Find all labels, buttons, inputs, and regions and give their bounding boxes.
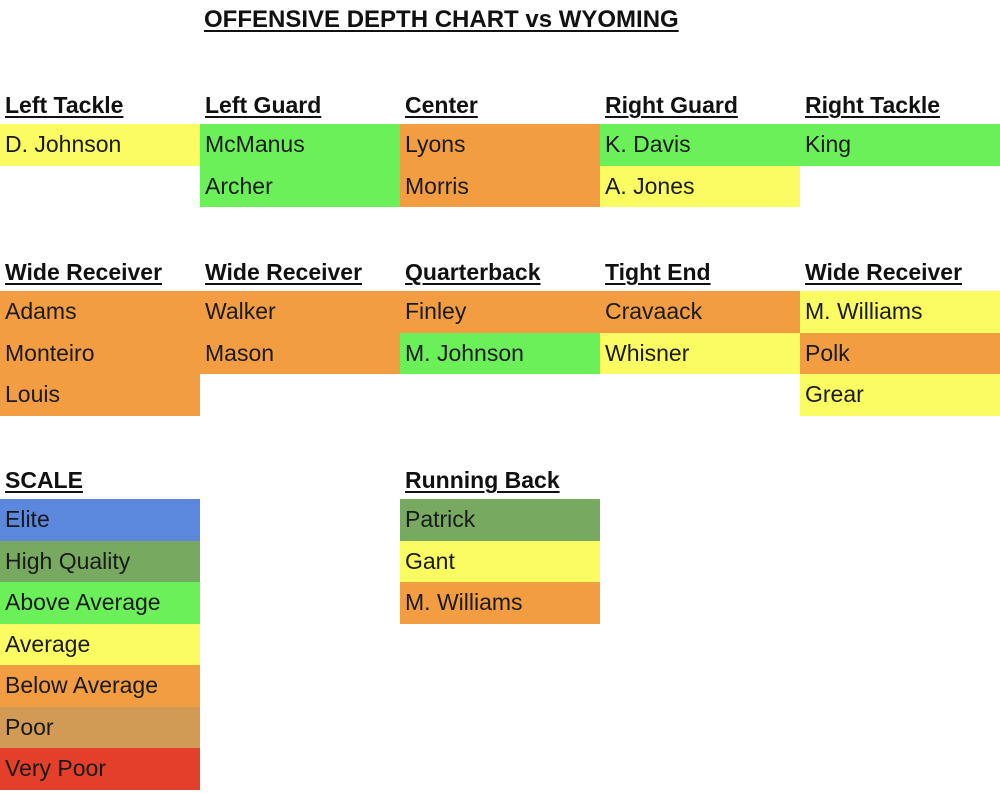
player-cell: Lyons [400, 124, 600, 166]
player-cell: M. Johnson [400, 332, 600, 374]
column-running-back: Running Back Patrick Gant M. Williams [400, 461, 600, 624]
player-cell: A. Jones [600, 165, 800, 207]
player-cell: King [800, 124, 1000, 166]
page-title: OFFENSIVE DEPTH CHART vs WYOMING [204, 6, 679, 33]
position-heading: Wide Receiver [805, 259, 963, 285]
player-cell: Mason [200, 332, 400, 374]
player-cell: Walker [200, 291, 400, 333]
scale-level: High Quality [0, 540, 200, 582]
position-heading: Left Guard [205, 92, 322, 118]
position-heading: Right Guard [605, 92, 738, 118]
scale-level: Above Average [0, 582, 200, 624]
player-cell: Cravaack [600, 291, 800, 333]
player-cell: D. Johnson [0, 124, 200, 166]
player-cell: Grear [800, 374, 1000, 416]
column-tight-end: Tight End Cravaack Whisner [600, 253, 800, 374]
position-heading: Tight End [605, 259, 711, 285]
column-wide-receiver-3: Wide Receiver M. Williams Polk Grear [800, 253, 1000, 416]
position-heading: Right Tackle [805, 92, 941, 118]
scale-level: Below Average [0, 665, 200, 707]
column-center: Center Lyons Morris [400, 86, 600, 207]
player-cell: M. Williams [400, 582, 600, 624]
player-cell: Patrick [400, 499, 600, 541]
position-heading: Quarterback [405, 259, 541, 285]
scale-heading: SCALE [5, 467, 83, 493]
column-right-guard: Right Guard K. Davis A. Jones [600, 86, 800, 207]
player-cell: Polk [800, 332, 1000, 374]
scale-level: Elite [0, 499, 200, 541]
player-cell: Archer [200, 165, 400, 207]
column-wide-receiver-2: Wide Receiver Walker Mason [200, 253, 400, 374]
position-heading: Wide Receiver [5, 259, 163, 285]
scale-level: Very Poor [0, 748, 200, 790]
player-cell: K. Davis [600, 124, 800, 166]
player-cell: Monteiro [0, 332, 200, 374]
column-quarterback: Quarterback Finley M. Johnson [400, 253, 600, 374]
column-right-tackle: Right Tackle King [800, 86, 1000, 166]
column-left-tackle: Left Tackle D. Johnson [0, 86, 200, 166]
player-cell: McManus [200, 124, 400, 166]
scale-level: Average [0, 623, 200, 665]
player-cell: M. Williams [800, 291, 1000, 333]
player-cell: Finley [400, 291, 600, 333]
player-cell: Morris [400, 165, 600, 207]
player-cell: Adams [0, 291, 200, 333]
player-cell: Louis [0, 374, 200, 416]
position-heading: Center [405, 92, 478, 118]
player-cell: Gant [400, 540, 600, 582]
column-left-guard: Left Guard McManus Archer [200, 86, 400, 207]
scale-legend: SCALE Elite High Quality Above Average A… [0, 461, 200, 790]
position-heading: Wide Receiver [205, 259, 363, 285]
position-heading: Left Tackle [5, 92, 124, 118]
position-heading: Running Back [405, 467, 560, 493]
scale-level: Poor [0, 706, 200, 748]
column-wide-receiver-1: Wide Receiver Adams Monteiro Louis [0, 253, 200, 416]
player-cell: Whisner [600, 332, 800, 374]
